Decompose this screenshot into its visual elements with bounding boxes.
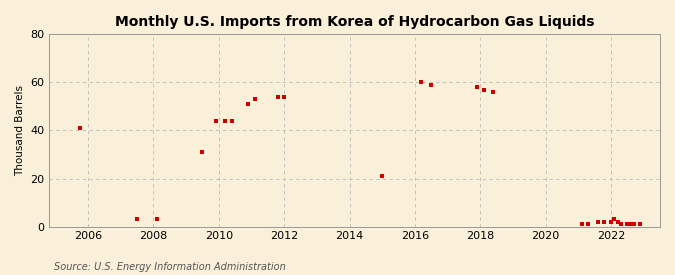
Y-axis label: Thousand Barrels: Thousand Barrels bbox=[15, 85, 25, 176]
Title: Monthly U.S. Imports from Korea of Hydrocarbon Gas Liquids: Monthly U.S. Imports from Korea of Hydro… bbox=[115, 15, 594, 29]
Text: Source: U.S. Energy Information Administration: Source: U.S. Energy Information Administ… bbox=[54, 262, 286, 272]
